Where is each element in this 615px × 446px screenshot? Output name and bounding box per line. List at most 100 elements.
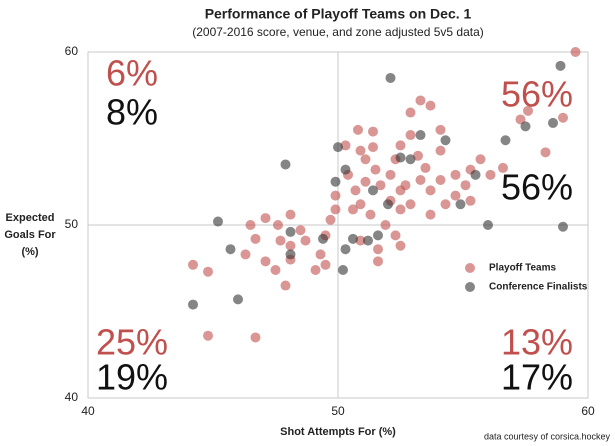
- data-point: [250, 233, 261, 244]
- data-point: [310, 264, 321, 275]
- data-point: [558, 221, 568, 232]
- data-point: [213, 216, 223, 227]
- data-point: [465, 195, 476, 206]
- y-axis-label: (%): [21, 246, 38, 258]
- data-point: [475, 154, 486, 165]
- data-point: [360, 176, 371, 187]
- x-tick-label: 40: [81, 404, 95, 418]
- data-point: [363, 235, 373, 246]
- data-point: [285, 240, 296, 251]
- data-point: [348, 233, 358, 244]
- data-point: [365, 209, 376, 220]
- data-point: [203, 330, 213, 341]
- data-point: [435, 124, 446, 135]
- data-point: [385, 72, 396, 83]
- data-point: [295, 225, 306, 236]
- data-point: [435, 145, 446, 156]
- data-point: [405, 130, 416, 141]
- quadrant-annotation: 56%: [501, 167, 573, 208]
- data-point: [390, 230, 401, 241]
- data-point: [260, 213, 271, 224]
- data-point: [373, 256, 383, 267]
- data-point: [340, 164, 351, 175]
- data-point: [338, 264, 348, 275]
- quadrant-annotation: 8%: [106, 92, 158, 133]
- data-point: [555, 60, 566, 71]
- data-point: [330, 204, 341, 215]
- data-point: [273, 220, 283, 230]
- data-point: [425, 100, 436, 111]
- y-axis-label: Goals For: [4, 229, 56, 241]
- data-point: [515, 114, 526, 125]
- data-point: [275, 235, 286, 246]
- data-point: [425, 185, 436, 196]
- y-tick-label: 60: [65, 44, 79, 58]
- data-point: [540, 147, 551, 158]
- data-point: [320, 259, 331, 270]
- data-point: [395, 152, 406, 163]
- data-point: [355, 145, 366, 156]
- data-point: [188, 299, 198, 310]
- legend-marker: [465, 263, 475, 273]
- data-point: [368, 126, 378, 137]
- quadrant-annotation: 17%: [501, 357, 573, 398]
- data-point: [383, 199, 393, 210]
- data-point: [395, 185, 406, 196]
- data-point: [415, 130, 426, 141]
- quadrant-annotation: 25%: [96, 322, 168, 363]
- data-point: [425, 209, 436, 220]
- data-point: [280, 159, 291, 170]
- data-point: [558, 112, 568, 123]
- data-point: [500, 135, 511, 146]
- data-point: [245, 220, 256, 230]
- data-point: [485, 169, 496, 180]
- data-point: [188, 259, 198, 270]
- y-axis-label: Expected: [6, 212, 55, 224]
- data-point: [300, 235, 311, 246]
- data-point: [440, 199, 451, 210]
- data-point: [405, 107, 416, 118]
- data-point: [435, 175, 446, 186]
- data-point: [260, 256, 271, 267]
- data-point: [330, 190, 341, 201]
- data-point: [225, 244, 236, 255]
- data-point: [380, 220, 391, 230]
- data-point: [470, 169, 481, 180]
- data-point: [355, 235, 366, 246]
- data-point: [348, 204, 358, 215]
- data-point: [368, 142, 378, 153]
- quadrant-annotation: 56%: [501, 74, 573, 115]
- data-point: [250, 332, 261, 343]
- quadrant-annotation: 13%: [501, 322, 573, 363]
- data-point: [330, 176, 341, 187]
- data-point: [395, 140, 406, 151]
- data-point: [375, 180, 386, 191]
- x-axis-label: Shot Attempts For (%): [280, 426, 396, 438]
- data-point: [240, 249, 251, 260]
- x-tick-label: 50: [331, 404, 345, 418]
- legend-label: Conference Finalists: [489, 282, 588, 293]
- data-point: [415, 95, 426, 106]
- data-point: [270, 264, 281, 275]
- data-point: [440, 135, 451, 146]
- source-note: data courtesy of corsica.hockey: [484, 431, 611, 441]
- data-point: [355, 199, 366, 210]
- data-point: [420, 162, 431, 173]
- data-point: [325, 214, 336, 225]
- data-point: [450, 169, 461, 180]
- data-point: [203, 266, 213, 277]
- data-point: [405, 199, 416, 210]
- data-point: [523, 105, 533, 116]
- data-point: [373, 230, 383, 241]
- legend-marker: [465, 282, 475, 292]
- data-point: [373, 244, 383, 255]
- data-point: [450, 190, 461, 201]
- data-point: [385, 169, 396, 180]
- y-tick-label: 50: [65, 217, 79, 231]
- data-point: [483, 220, 493, 230]
- quadrant-annotation: 19%: [96, 357, 168, 398]
- data-point: [233, 294, 243, 305]
- data-point: [350, 185, 361, 196]
- data-point: [315, 249, 326, 260]
